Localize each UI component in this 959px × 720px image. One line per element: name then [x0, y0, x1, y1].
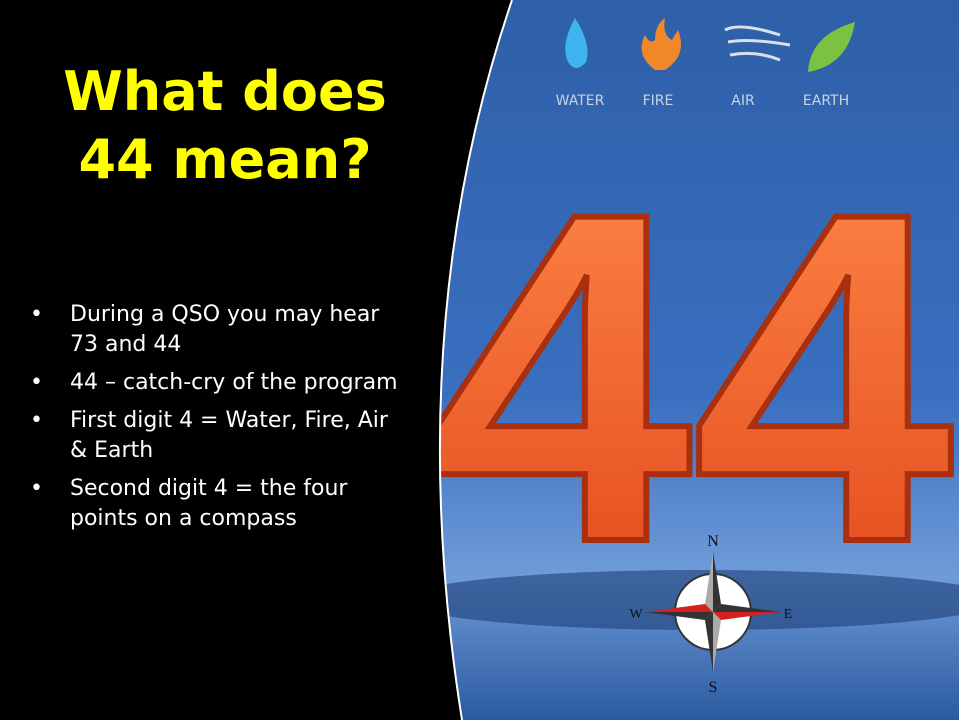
air-icon [724, 25, 791, 62]
element-label: FIRE [643, 93, 674, 109]
title: What does 44 mean? [63, 60, 387, 191]
compass-label: N [707, 533, 719, 550]
compass: N E S W [629, 533, 792, 696]
bullet: First digit 4 = Water, Fire, Air & Earth [30, 406, 400, 466]
bullet: During a QSO you may hear 73 and 44 [30, 300, 400, 360]
compass-label: S [709, 679, 718, 696]
element-label: AIR [731, 93, 755, 109]
bullet: Second digit 4 = the four points on a co… [30, 474, 400, 534]
element-label: EARTH [803, 93, 849, 109]
fire-icon [641, 18, 682, 70]
compass-label: W [629, 607, 643, 622]
big-number: 44 [431, 115, 957, 640]
bullet-list: During a QSO you may hear 73 and 44 44 –… [30, 300, 400, 542]
edge [438, 0, 513, 720]
photo: 44 WATER FIRE AIR EARTH N E S W [431, 0, 959, 720]
element-label: WATER [556, 93, 605, 109]
bullet: 44 – catch-cry of the program [30, 368, 400, 398]
earth-icon [808, 22, 855, 72]
compass-label: E [784, 607, 793, 622]
water-icon [565, 18, 588, 68]
